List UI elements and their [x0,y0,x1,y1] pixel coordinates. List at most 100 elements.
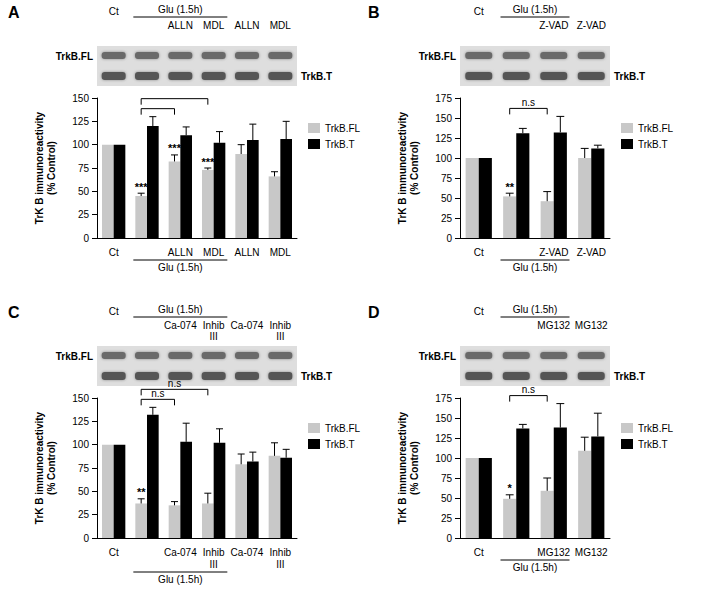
svg-text:Ca-074: Ca-074 [231,547,264,558]
svg-text:D: D [368,304,380,321]
svg-text:***: *** [201,156,215,168]
svg-text:75: 75 [78,463,90,474]
svg-text:MDL: MDL [270,247,292,258]
svg-text:MG132: MG132 [575,320,608,331]
svg-text:Z-VAD: Z-VAD [539,247,568,258]
svg-text:Z-VAD: Z-VAD [577,247,606,258]
svg-text:***: *** [168,142,182,154]
svg-text:Ca-074: Ca-074 [164,547,197,558]
svg-text:MDL: MDL [270,20,292,31]
svg-text:150: 150 [435,413,452,424]
svg-text:175: 175 [435,93,452,104]
svg-text:TrK B immunoreactivity: TrK B immunoreactivity [34,111,45,224]
svg-text:100: 100 [435,453,452,464]
svg-text:MDL: MDL [203,247,225,258]
svg-text:Z-VAD: Z-VAD [539,20,568,31]
svg-text:MG132: MG132 [537,320,570,331]
svg-text:ALLN: ALLN [168,20,193,31]
svg-text:TrkB.FL: TrkB.FL [56,51,93,62]
svg-text:25: 25 [78,209,90,220]
svg-text:TrkB.FL: TrkB.FL [419,51,456,62]
svg-text:Inhib: Inhib [269,320,291,331]
svg-text:Glu (1.5h): Glu (1.5h) [513,262,557,273]
svg-text:50: 50 [441,193,453,204]
svg-text:0: 0 [446,233,452,244]
svg-text:TrkB.FL: TrkB.FL [419,351,456,362]
svg-text:25: 25 [441,513,453,524]
svg-text:**: ** [505,181,514,193]
svg-text:Glu (1.5h): Glu (1.5h) [513,562,557,573]
svg-text:Ct: Ct [474,306,484,317]
svg-text:25: 25 [78,509,90,520]
svg-text:125: 125 [435,133,452,144]
svg-text:B: B [368,4,380,21]
svg-text:0: 0 [83,233,89,244]
svg-text:TrkB.T: TrkB.T [614,371,645,382]
svg-text:75: 75 [441,473,453,484]
svg-text:TrkB.T: TrkB.T [301,371,332,382]
svg-text:100: 100 [72,439,89,450]
svg-text:75: 75 [441,173,453,184]
svg-text:TrkB.FL: TrkB.FL [325,423,361,434]
svg-text:MG132: MG132 [537,547,570,558]
svg-text:TrkB.T: TrkB.T [638,139,668,150]
svg-text:Inhib: Inhib [203,320,225,331]
svg-text:Ct: Ct [109,6,119,17]
svg-text:III: III [209,559,217,570]
svg-text:n.s: n.s [522,97,535,108]
svg-text:Z-VAD: Z-VAD [577,20,606,31]
svg-text:Glu (1.5h): Glu (1.5h) [513,304,557,315]
svg-text:(% Control): (% Control) [46,141,57,195]
svg-text:Inhib: Inhib [269,547,291,558]
svg-text:TrK B immunoreactivity: TrK B immunoreactivity [34,411,45,524]
svg-text:Inhib: Inhib [203,547,225,558]
svg-text:50: 50 [78,486,90,497]
svg-text:ALLN: ALLN [234,20,259,31]
svg-text:Ct: Ct [109,306,119,317]
svg-text:125: 125 [72,116,89,127]
svg-text:0: 0 [446,533,452,544]
svg-text:III: III [276,559,284,570]
svg-text:TrK B immunoreactivity: TrK B immunoreactivity [397,111,408,224]
svg-text:(% Control): (% Control) [409,441,420,495]
svg-text:150: 150 [72,393,89,404]
svg-text:Ca-074: Ca-074 [231,320,264,331]
svg-text:TrkB.FL: TrkB.FL [325,123,361,134]
svg-text:Ca-074: Ca-074 [164,320,197,331]
svg-text:(% Control): (% Control) [46,441,57,495]
svg-text:TrkB.FL: TrkB.FL [638,423,674,434]
svg-text:***: *** [135,181,149,193]
svg-text:C: C [8,304,20,321]
svg-text:75: 75 [78,163,90,174]
svg-text:TrkB.FL: TrkB.FL [56,351,93,362]
svg-text:125: 125 [435,433,452,444]
svg-text:0: 0 [83,533,89,544]
svg-text:100: 100 [72,139,89,150]
svg-text:TrkB.T: TrkB.T [301,71,332,82]
svg-text:TrkB.T: TrkB.T [325,439,355,450]
svg-text:**: ** [137,486,146,498]
svg-text:n.s: n.s [168,378,181,389]
svg-text:Ct: Ct [474,6,484,17]
svg-text:Glu (1.5h): Glu (1.5h) [158,304,202,315]
svg-text:III: III [209,331,217,342]
svg-text:Ct: Ct [109,247,119,258]
svg-text:TrK B immunoreactivity: TrK B immunoreactivity [397,411,408,524]
svg-text:25: 25 [441,213,453,224]
svg-text:175: 175 [435,393,452,404]
svg-text:III: III [276,331,284,342]
svg-text:MDL: MDL [203,20,225,31]
svg-text:125: 125 [72,416,89,427]
svg-text:TrkB.FL: TrkB.FL [638,123,674,134]
svg-text:ALLN: ALLN [234,247,259,258]
svg-text:50: 50 [78,186,90,197]
svg-text:Glu (1.5h): Glu (1.5h) [513,4,557,15]
svg-text:MG132: MG132 [575,547,608,558]
svg-text:150: 150 [72,93,89,104]
svg-text:TrkB.T: TrkB.T [614,71,645,82]
svg-text:A: A [8,4,20,21]
svg-text:Ct: Ct [474,547,484,558]
svg-text:n.s: n.s [522,384,535,395]
svg-text:(% Control): (% Control) [409,141,420,195]
svg-text:50: 50 [441,493,453,504]
